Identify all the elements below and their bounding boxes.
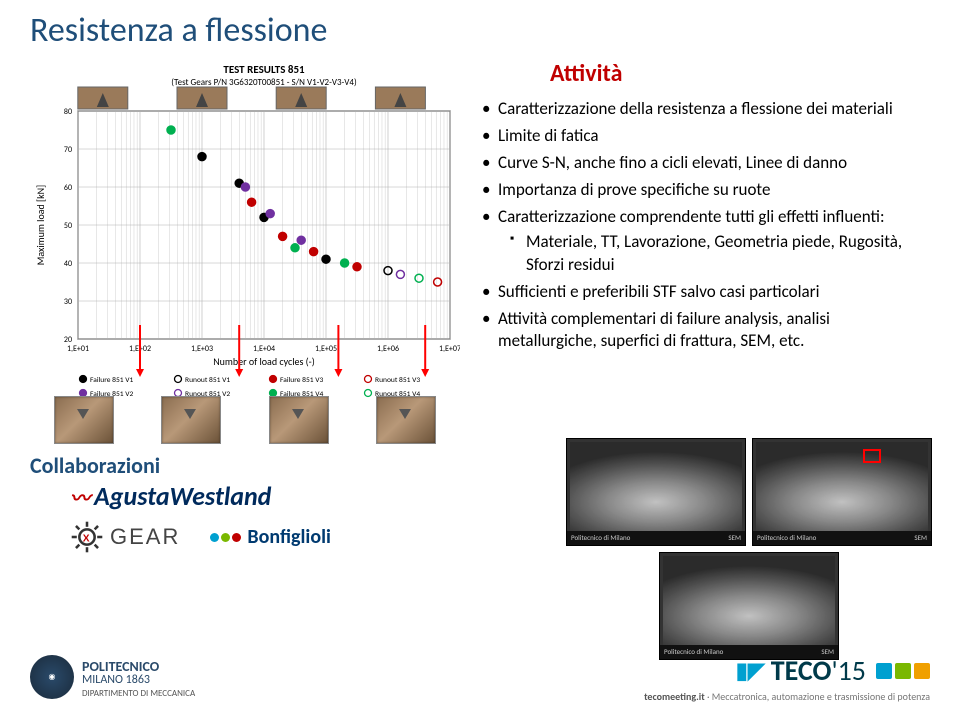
bullet-item: Importanza di prove specifiche su ruote [480, 179, 930, 202]
sn-chart: TEST RESULTS 851(Test Gears P/N 3G6320T0… [30, 59, 460, 389]
svg-text:Failure 851 V1: Failure 851 V1 [90, 376, 134, 385]
chart-bottom-thumbs [30, 396, 460, 444]
content-row: TEST RESULTS 851(Test Gears P/N 3G6320T0… [30, 59, 930, 389]
section-heading: Attività [550, 59, 930, 88]
svg-text:Maximum load [kN]: Maximum load [kN] [34, 185, 47, 265]
svg-text:Runout 851 V3: Runout 851 V3 [375, 376, 420, 385]
text-column: Attività Caratterizzazione della resiste… [480, 59, 930, 389]
gear-tooth-thumb [54, 396, 114, 444]
polimi-text: POLITECNICO MILANO 1863 DIPARTIMENTO DI … [82, 659, 195, 699]
logo-area: 〰AgustaWestland X [70, 480, 530, 562]
sem-texture [663, 556, 835, 656]
sem-texture [756, 442, 928, 542]
sub-bullet-list: Materiale, TT, Lavorazione, Geometria pi… [498, 231, 930, 277]
bullet-list: Caratterizzazione della resistenza a fle… [480, 98, 930, 353]
polimi-sub: MILANO 1863 [82, 674, 195, 687]
teco-subline: tecomeeting.it · Meccatronica, automazio… [644, 690, 930, 703]
svg-text:60: 60 [64, 183, 72, 193]
gear-tooth-thumb [161, 396, 221, 444]
bullet-item: Caratterizzazione della resistenza a fle… [480, 98, 930, 121]
svg-text:1,E+01: 1,E+01 [67, 344, 89, 354]
sem-highlight-box [863, 449, 881, 463]
sem-image: Politecnico di MilanoSEM [566, 438, 746, 546]
svg-text:Runout 851 V1: Runout 851 V1 [185, 376, 230, 385]
svg-text:Failure 851 V3: Failure 851 V3 [280, 376, 324, 385]
bullet-item: Curve S-N, anche fino a cicli elevati, L… [480, 152, 930, 175]
square [914, 663, 930, 679]
xgear-text: GEAR [110, 524, 180, 550]
svg-text:Number of load cycles (-): Number of load cycles (-) [213, 355, 315, 368]
gear-tooth-thumb [376, 396, 436, 444]
svg-text:30: 30 [64, 297, 72, 307]
svg-text:1,E+07: 1,E+07 [439, 344, 460, 354]
bonfiglioli-logo: Bonfiglioli [210, 525, 331, 549]
bullet-item: Sufficienti e preferibili STF salvo casi… [480, 281, 930, 304]
bonfiglioli-text: Bonfiglioli [247, 525, 331, 549]
agusta-arc-icon: 〰 [70, 487, 90, 511]
chart-svg: TEST RESULTS 851(Test Gears P/N 3G6320T0… [30, 59, 460, 419]
svg-text:1,E+06: 1,E+06 [377, 344, 399, 354]
xgear-logo: X GEAR [70, 520, 180, 554]
svg-text:X: X [83, 533, 92, 544]
sem-infobar: Politecnico di MilanoSEM [753, 531, 931, 545]
chart-column: TEST RESULTS 851(Test Gears P/N 3G6320T0… [30, 59, 460, 389]
svg-text:1,E+05: 1,E+05 [315, 344, 337, 354]
dot [210, 533, 219, 542]
square [895, 663, 911, 679]
teco-url: tecomeeting.it [644, 690, 705, 703]
square [876, 663, 892, 679]
teco-prefix: TECO [771, 653, 832, 688]
svg-text:80: 80 [64, 107, 72, 117]
polimi-dept: DIPARTIMENTO DI MECCANICA [82, 689, 195, 699]
sem-image: Politecnico di MilanoSEM [752, 438, 932, 546]
polimi-name: POLITECNICO [82, 659, 195, 674]
sem-texture [570, 442, 742, 542]
bullet-text: Caratterizzazione comprendente tutti gli… [498, 206, 885, 227]
bonfiglioli-dots-icon [210, 533, 241, 542]
bullet-item: Caratterizzazione comprendente tutti gli… [480, 206, 930, 277]
agustawestland-logo: 〰AgustaWestland [70, 480, 271, 512]
svg-text:50: 50 [64, 221, 72, 231]
teco-leaf-icon: ▮◤ [736, 657, 765, 684]
svg-text:TEST RESULTS 851: TEST RESULTS 851 [223, 63, 305, 76]
teco-squares-icon [876, 663, 930, 679]
slide-title: Resistenza a flessione [30, 10, 930, 51]
teco-brand: TECO'15 [771, 653, 866, 688]
sem-infobar: Politecnico di MilanoSEM [567, 531, 745, 545]
bullet-item: Limite di fatica [480, 125, 930, 148]
footer-right: ▮◤ TECO'15 tecomeeting.it · Meccatronica… [644, 653, 930, 703]
footer-left: ◉ POLITECNICO MILANO 1863 DIPARTIMENTO D… [30, 655, 195, 699]
sem-image: Politecnico di MilanoSEM [659, 552, 839, 660]
teco-tagline: Meccatronica, automazione e trasmissione… [712, 690, 930, 703]
bullet-item: Attività complementari di failure analys… [480, 308, 930, 354]
svg-text:(Test Gears P/N 3G6320T00851 -: (Test Gears P/N 3G6320T00851 - S/N V1-V2… [171, 77, 357, 88]
svg-text:40: 40 [64, 259, 72, 269]
sub-bullet-item: Materiale, TT, Lavorazione, Geometria pi… [498, 231, 930, 277]
gear-tooth-thumb [269, 396, 329, 444]
dot [221, 533, 230, 542]
svg-text:70: 70 [64, 145, 72, 155]
teco-year: '15 [831, 653, 866, 688]
teco-logo: ▮◤ TECO'15 [644, 653, 930, 688]
svg-text:1,E+03: 1,E+03 [191, 344, 213, 354]
svg-text:20: 20 [64, 335, 72, 345]
agusta-text: AgustaWestland [94, 480, 271, 512]
polimi-seal-icon: ◉ [30, 655, 74, 699]
collaborations-heading: Collaborazioni [30, 452, 160, 479]
dot [232, 533, 241, 542]
svg-text:1,E+04: 1,E+04 [253, 344, 275, 354]
gear-icon: X [70, 520, 104, 554]
